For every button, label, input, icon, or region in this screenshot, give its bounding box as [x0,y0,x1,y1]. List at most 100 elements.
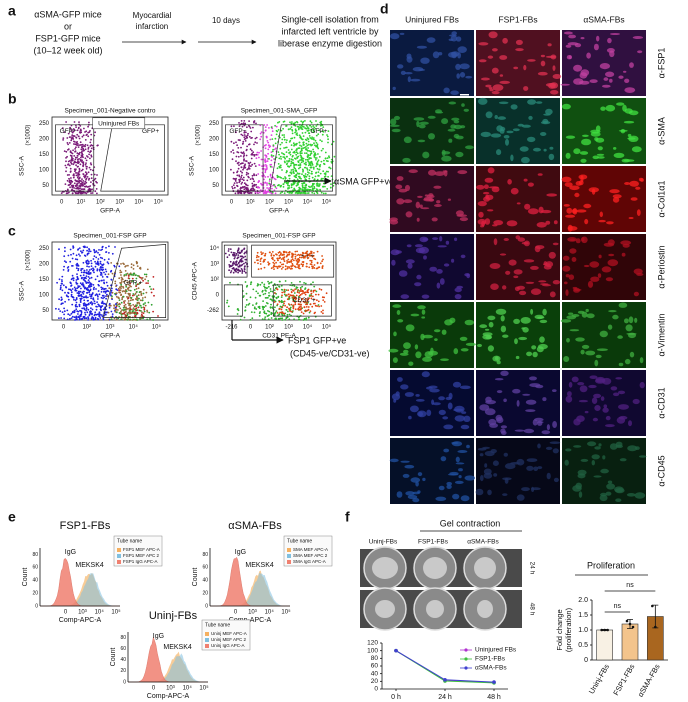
cell-stain [478,42,488,45]
cell-dot [88,186,90,188]
cell-dot [121,279,123,281]
replicate-point [632,626,635,629]
cell-dot [247,173,249,175]
cell-dot [101,272,103,274]
cell-stain [434,329,440,332]
label: (10–12 week old) [33,45,102,55]
cell-stain [633,399,640,404]
cell-dot [294,164,296,166]
cell-dot [71,155,73,157]
cell-stain [401,294,410,299]
cell-dot [119,299,121,301]
cell-dot [295,170,297,172]
cell-stain [568,35,576,39]
cell-dot [260,284,262,286]
cell-dot [95,279,97,281]
cell-dot [306,125,308,127]
cell-dot [248,165,250,167]
cell-dot [286,294,288,296]
cell-stain [640,382,645,388]
cell-stain [608,259,619,266]
cell-dot [85,166,87,168]
cell-dot [67,313,69,315]
cell-dot [300,120,302,122]
cell-stain [502,493,507,496]
y-axis-label: Count [110,648,117,667]
cell-dot [230,151,232,153]
point [394,649,398,653]
cell-dot [81,183,83,185]
x-tick-label: 10⁴ [95,609,105,616]
cell-dot [305,132,307,134]
cell-dot [267,261,269,263]
cell-stain [460,217,468,221]
cell-stain [595,138,604,143]
cell-stain [497,390,502,393]
cell-stain [441,118,448,124]
cell-dot [289,152,291,154]
cell-dot [74,182,76,184]
cell-dot [121,302,123,304]
cell-stain [607,48,615,53]
cell-stain [566,45,572,48]
cell-dot [286,162,288,164]
cell-dot [108,287,110,289]
cell-dot [144,307,146,309]
cell-stain [483,332,493,336]
cell-dot [280,165,282,167]
cell-dot [71,163,73,165]
y-tick-label: 20 [120,668,126,674]
cell-dot [302,184,304,186]
cell-dot [314,290,316,292]
cell-stain [466,445,470,449]
cell-dot [86,273,88,275]
cell-dot [292,254,294,256]
cell-dot [93,249,95,251]
cell-dot [302,122,304,124]
cell-dot [110,270,112,272]
cell-dot [267,281,269,283]
cell-stain [626,324,633,331]
cell-dot [71,265,73,267]
cell-dot [297,259,299,261]
cell-stain [619,416,628,420]
cell-dot [250,162,252,164]
cell-dot [313,139,315,141]
cell-stain [515,287,520,292]
cell-dot [312,125,314,127]
cell-dot [97,252,99,254]
cell-stain [575,43,581,47]
cell-dot [83,128,85,130]
y-tick-label: 10² [210,277,219,283]
cell-stain [460,72,465,78]
cell-dot [233,152,235,154]
cell-stain [402,158,410,163]
cell-stain [432,237,438,240]
cell-dot [62,311,64,313]
cell-dot [232,188,234,190]
cell-dot [61,279,63,281]
cell-stain [613,147,616,150]
cell-stain [493,460,499,466]
cell-dot [75,299,77,301]
cell-dot [121,318,123,320]
cell-dot [63,314,65,316]
cell-stain [397,64,403,68]
cell-dot [267,315,269,317]
cell-dot [291,265,293,267]
cell-dot [306,291,308,293]
cell-stain [587,441,596,446]
cell-dot [79,310,81,312]
cell-dot [269,139,271,141]
cell-dot [63,308,65,310]
cell-stain [451,52,457,58]
cell-dot [308,130,310,132]
cell-dot [308,158,310,160]
cell-dot [270,312,272,314]
cell-stain [616,102,624,105]
cell-dot [277,267,279,269]
cell-dot [309,189,311,191]
cell-dot [84,177,86,179]
cell-dot [65,170,67,172]
cell-dot [281,296,283,298]
